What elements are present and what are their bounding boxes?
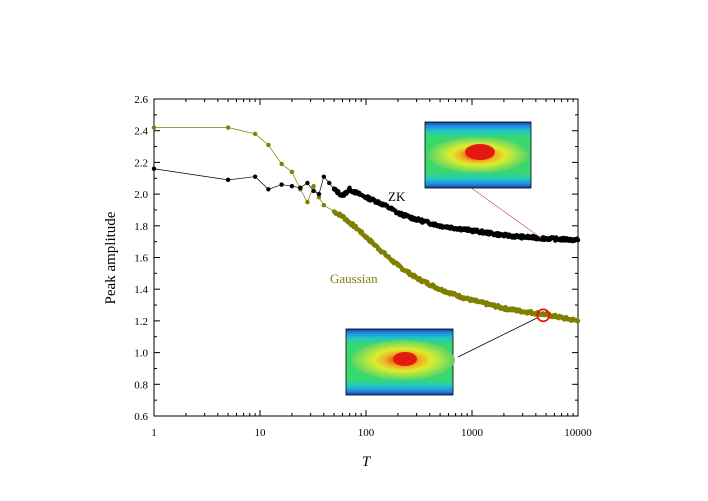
- data-point: [305, 199, 310, 205]
- data-point: [321, 174, 327, 179]
- data-point: [279, 182, 284, 187]
- data-point: [151, 166, 157, 171]
- x-tick-label: 10: [255, 427, 267, 439]
- axis-ticks: [153, 98, 578, 417]
- y-tick-label: 1.0: [134, 348, 148, 360]
- y-tick-label: 1.2: [134, 316, 148, 328]
- marked-point-circle: [536, 308, 551, 323]
- inset-zk-pointer: [469, 186, 542, 239]
- data-point: [266, 187, 271, 192]
- data-point: [311, 188, 316, 194]
- series-gaussian: [151, 125, 581, 324]
- data-point: [289, 183, 295, 189]
- y-tick-labels: 0.6 0.8 1.0 1.2 1.4 1.6 1.8 2.0 2.2 2.4 2.6: [134, 94, 148, 423]
- data-point: [327, 180, 332, 186]
- x-tick-label: 1: [151, 427, 157, 439]
- y-tick-label: 1.6: [134, 253, 148, 265]
- y-tick-label: 2.0: [134, 189, 148, 201]
- data-point: [252, 174, 258, 179]
- data-point: [151, 125, 157, 130]
- y-tick-label: 2.6: [134, 94, 148, 106]
- data-point: [289, 169, 295, 175]
- y-axis-title: Peak amplitude: [103, 211, 119, 304]
- y-tick-label: 0.8: [134, 379, 148, 391]
- inset-gaussian-profile: [345, 317, 538, 396]
- data-point: [225, 177, 231, 183]
- x-tick-label: 10000: [564, 427, 592, 439]
- data-point: [279, 161, 284, 167]
- y-tick-label: 2.4: [134, 126, 148, 138]
- zk-label: ZK: [388, 189, 406, 204]
- x-tick-labels: 1 10 100 1000 10000: [151, 427, 592, 439]
- data-point: [574, 236, 580, 241]
- series-zk: [151, 166, 581, 244]
- x-tick-label: 1000: [461, 427, 484, 439]
- data-point: [252, 131, 258, 137]
- data-point: [316, 191, 322, 197]
- data-point: [321, 202, 327, 208]
- inset-zk-profile: [424, 121, 542, 239]
- data-point: [305, 180, 310, 186]
- y-tick-label: 2.2: [134, 157, 148, 169]
- inset-gaussian-pointer: [457, 317, 538, 358]
- x-axis-title: T: [362, 454, 372, 470]
- data-point: [311, 183, 316, 189]
- y-tick-label: 1.8: [134, 221, 148, 233]
- data-point: [298, 185, 303, 190]
- y-tick-label: 0.6: [134, 411, 148, 423]
- x-tick-label: 100: [358, 427, 375, 439]
- y-tick-label: 1.4: [134, 284, 148, 296]
- data-point: [316, 195, 322, 200]
- data-point: [266, 142, 271, 148]
- gaussian-label: Gaussian: [330, 271, 378, 286]
- data-point: [225, 125, 231, 130]
- data-point: [574, 318, 580, 324]
